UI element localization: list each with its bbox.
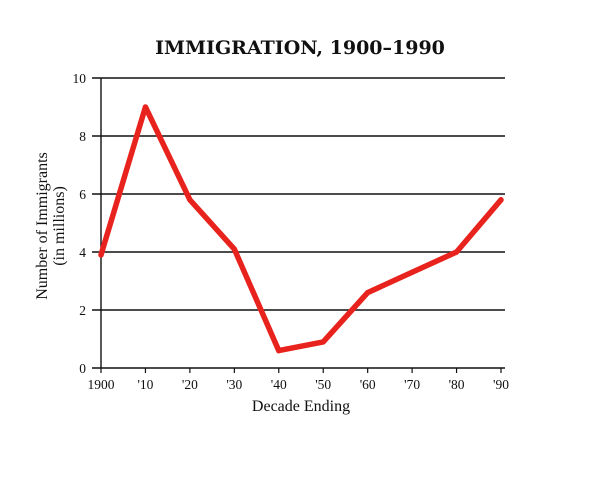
x-tick-label: '40 — [271, 377, 287, 392]
x-tick-label: '50 — [315, 377, 331, 392]
series-group — [98, 104, 504, 354]
x-tick-label: '10 — [137, 377, 153, 392]
x-axis-label: Decade Ending — [252, 398, 350, 415]
x-tick-label: '20 — [182, 377, 198, 392]
data-point — [409, 269, 415, 275]
x-tick-label: '60 — [360, 377, 376, 392]
y-tick-label: 0 — [79, 361, 86, 376]
y-tick-label: 6 — [79, 187, 86, 202]
data-point — [453, 249, 460, 255]
x-tick-label: '30 — [226, 377, 242, 392]
chart-title: IMMIGRATION, 1900–1990 — [155, 37, 445, 59]
series-line-0 — [98, 104, 504, 354]
data-point — [320, 339, 326, 345]
data-point — [498, 197, 504, 203]
x-tick-label: '80 — [449, 377, 465, 392]
data-point — [231, 246, 237, 252]
y-tick-label: 8 — [79, 129, 86, 144]
data-point — [142, 104, 149, 110]
y-axis-label-units: (in millions) — [51, 186, 68, 266]
x-tick-labels: 1900 '10 '20 '30 '40 '50 '60 '70 '80 '90 — [88, 368, 509, 392]
data-point — [187, 197, 193, 203]
y-tick-label: 10 — [73, 71, 87, 86]
y-tick-labels: 0 2 4 6 8 10 — [73, 71, 87, 376]
data-point — [365, 290, 371, 296]
x-tick-label: '90 — [493, 377, 509, 392]
x-tick-label: 1900 — [88, 377, 115, 392]
x-tick-label: '70 — [404, 377, 420, 392]
data-point — [98, 252, 104, 258]
y-axis-label-group: Number of Immigrants (in millions) — [34, 152, 68, 300]
y-tick-label: 2 — [79, 303, 86, 318]
y-axis-label: Number of Immigrants — [34, 152, 51, 300]
data-point — [276, 348, 282, 354]
y-tick-label: 4 — [79, 245, 86, 260]
